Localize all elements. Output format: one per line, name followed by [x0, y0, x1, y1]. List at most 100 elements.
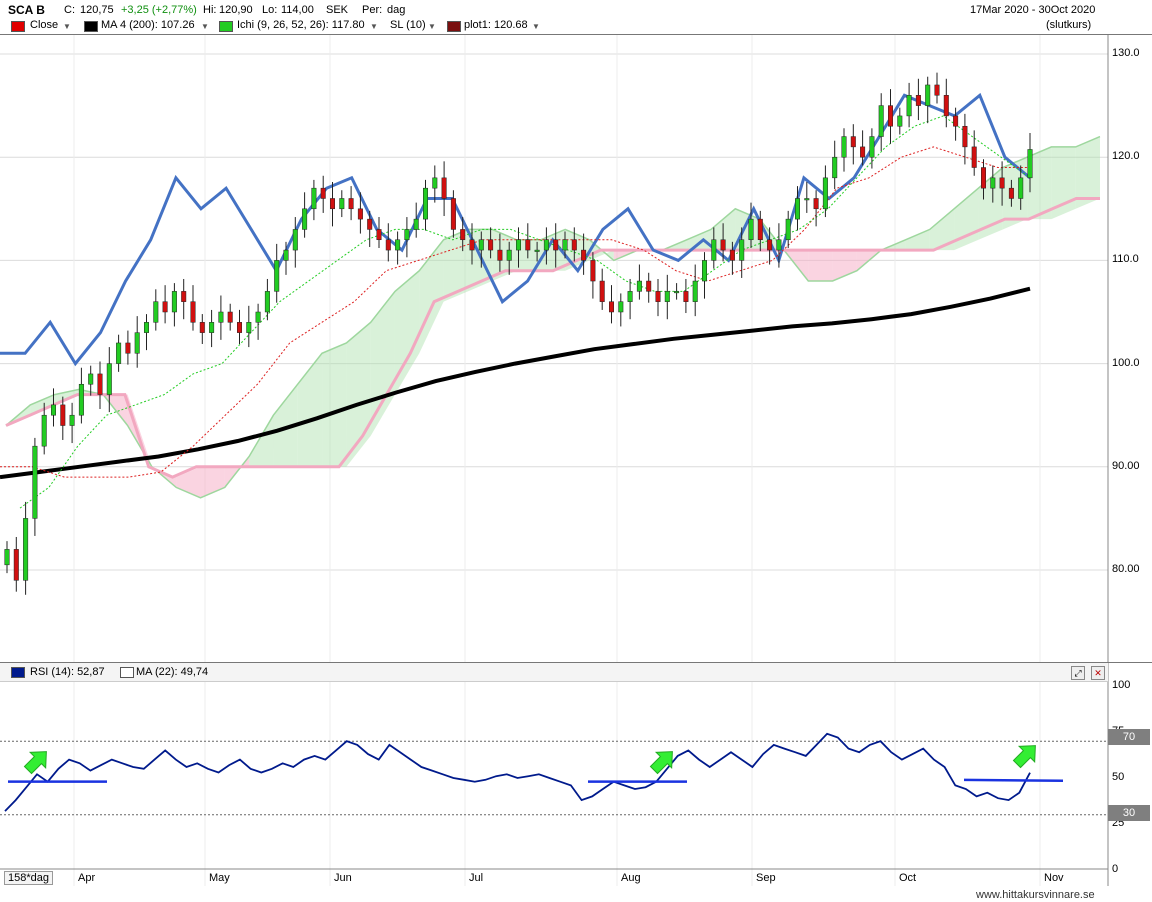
chart-header: SCA B C: 120,75 +3,25 (+2,77%) Hi: 120,9… — [0, 0, 1152, 34]
pane-divider[interactable] — [0, 662, 1152, 663]
candle — [729, 249, 735, 261]
candle — [404, 229, 410, 241]
legend-plot1[interactable]: plot1: 120.68 — [464, 19, 528, 31]
month-tick-label: May — [209, 872, 230, 884]
candle — [813, 198, 819, 210]
candle — [246, 322, 252, 333]
month-tick-label: Apr — [78, 872, 96, 884]
candle — [283, 249, 289, 261]
candle — [506, 249, 512, 261]
candle — [292, 229, 298, 251]
arrow-up-right-icon — [23, 751, 47, 775]
candle — [162, 301, 168, 313]
ichimoku-tenkan-line — [19, 115, 1031, 509]
footer-url: www.hittakursvinnare.se — [976, 889, 1095, 901]
cloud-segment — [808, 250, 833, 282]
candle — [264, 291, 270, 313]
candle — [23, 518, 29, 581]
candle — [60, 404, 66, 426]
candle — [125, 342, 131, 354]
candle — [674, 291, 680, 294]
chevron-down-icon[interactable]: ▼ — [370, 22, 378, 31]
period-count[interactable]: 158*dag — [4, 871, 53, 885]
legend-rsi-ma-swatch — [120, 667, 134, 678]
candle — [339, 198, 345, 210]
candle — [776, 239, 782, 251]
candle — [441, 177, 447, 199]
cloud-segment — [905, 229, 930, 251]
cloud-segment — [613, 250, 639, 261]
legend-ma-swatch — [84, 21, 98, 32]
candle — [460, 229, 466, 241]
candle — [553, 239, 559, 251]
price-tick-label: 90.00 — [1112, 459, 1140, 472]
high-value: 120,90 — [219, 4, 253, 16]
legend-rsi-swatch — [11, 667, 25, 678]
ichimoku-kijun-line — [0, 146, 1030, 478]
chevron-down-icon[interactable]: ▼ — [428, 22, 436, 31]
candle — [395, 239, 401, 251]
legend-ichi-swatch — [219, 21, 233, 32]
cloud-segment — [297, 353, 323, 467]
candle — [4, 549, 10, 566]
candle — [943, 95, 949, 117]
cloud-segment — [492, 229, 517, 282]
candle — [302, 208, 308, 230]
price-tick-label: 80.00 — [1112, 563, 1140, 575]
rsi-tick-label: 100 — [1112, 679, 1131, 691]
candle — [757, 218, 763, 241]
currency-label: SEK — [326, 4, 349, 16]
candle — [767, 239, 773, 251]
candle — [51, 404, 56, 416]
ichimoku-span-b-line — [5, 197, 1100, 479]
candle — [1008, 187, 1014, 199]
candle — [915, 95, 921, 106]
cloud-segment — [516, 239, 541, 271]
candle — [41, 414, 47, 447]
candle — [478, 239, 484, 251]
chevron-down-icon[interactable]: ▼ — [532, 22, 540, 31]
candle — [906, 95, 912, 117]
low-label: Lo: — [262, 4, 278, 16]
candle — [562, 239, 568, 251]
candle — [237, 322, 242, 333]
high-label: Hi: — [203, 4, 217, 16]
maximize-icon[interactable]: ⤢ — [1071, 666, 1085, 680]
month-tick-label: Aug — [621, 872, 641, 884]
candle — [711, 239, 717, 261]
price-tick-label: 100.0 — [1112, 356, 1140, 369]
candle — [1018, 177, 1024, 199]
candle — [878, 105, 884, 137]
legend-sl[interactable]: SL (10) — [390, 19, 426, 31]
chevron-down-icon[interactable]: ▼ — [63, 22, 71, 31]
legend-rsi[interactable]: RSI (14): 52,87 — [30, 666, 105, 678]
close-icon[interactable]: ✕ — [1091, 666, 1105, 680]
price-tick-label: 120.0 — [1112, 150, 1140, 163]
cloud-segment — [686, 229, 712, 251]
candle — [376, 229, 382, 241]
candle — [534, 249, 540, 252]
legend-rsi-ma[interactable]: MA (22): 49,74 — [136, 666, 209, 678]
chevron-down-icon[interactable]: ▼ — [201, 22, 209, 31]
legend-close[interactable]: Close — [30, 19, 59, 31]
candle — [571, 239, 577, 251]
legend-ma[interactable]: MA 4 (200): 107.26 — [101, 19, 195, 31]
candle — [888, 105, 893, 127]
month-tick-label: Nov — [1044, 872, 1064, 884]
candle — [311, 187, 317, 210]
legend-ichi[interactable]: Ichi (9, 26, 52, 26): 117.80 — [237, 19, 365, 31]
candle — [795, 198, 800, 220]
cloud-segment — [1027, 146, 1052, 220]
candle — [153, 301, 159, 323]
candle — [720, 239, 726, 251]
change-value: +3,25 (+2,77%) — [121, 4, 197, 16]
rsi-lower-level: 30 — [1108, 805, 1150, 821]
candle — [543, 239, 549, 251]
cloud-segment — [1075, 136, 1100, 209]
candle — [618, 301, 624, 313]
close-label: C: — [64, 4, 75, 16]
candle — [450, 198, 456, 230]
candle — [822, 177, 828, 210]
candle — [525, 239, 531, 251]
